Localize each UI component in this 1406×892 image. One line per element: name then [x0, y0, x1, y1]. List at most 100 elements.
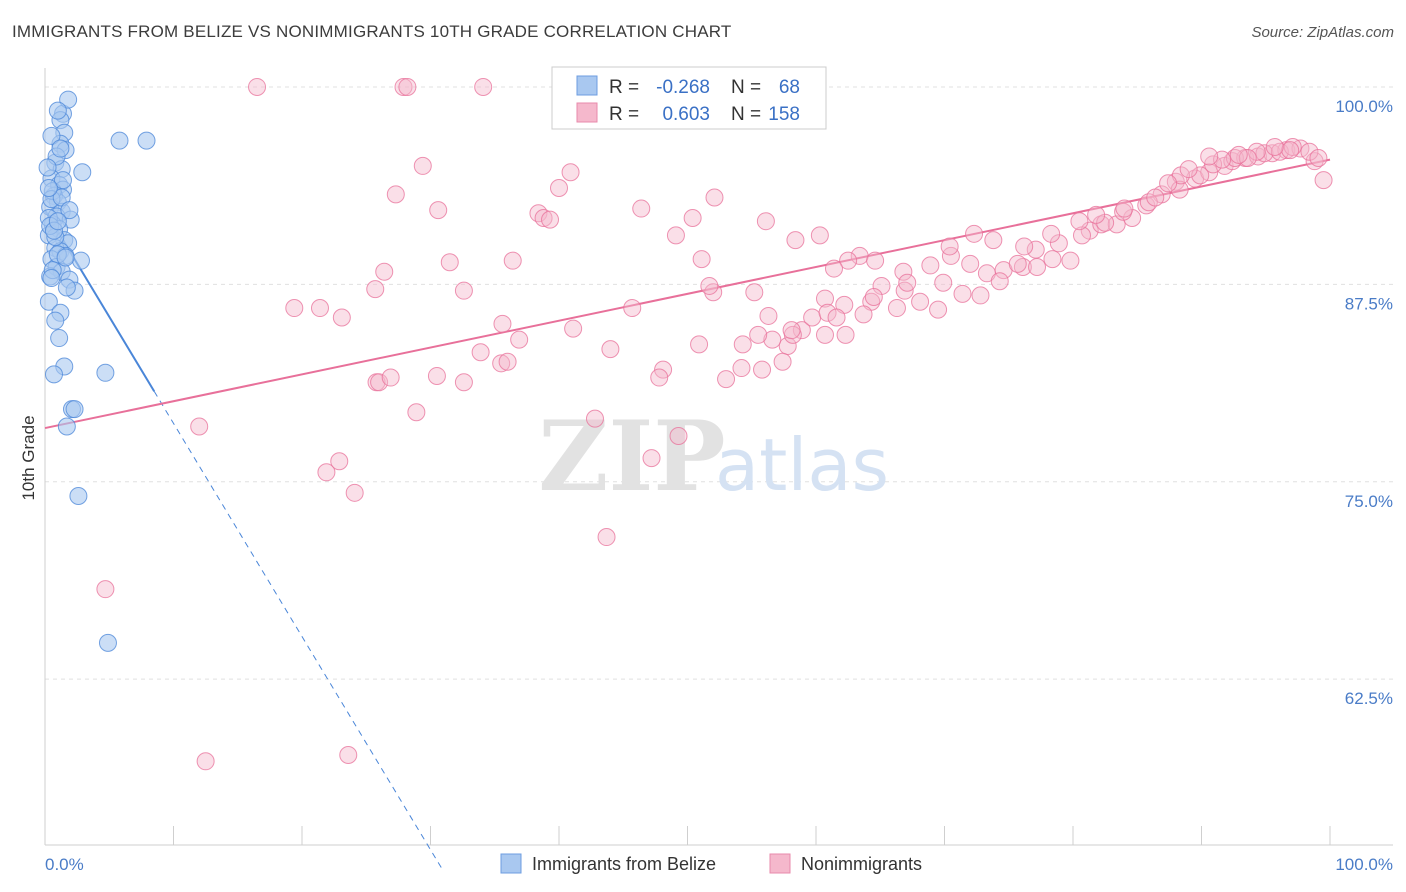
nonimmigrant-point-155 [96, 580, 115, 599]
nonimmigrant-point-18 [866, 251, 885, 270]
nonimmigrant-point-13 [683, 209, 702, 228]
nonimmigrant-point-49 [650, 368, 669, 387]
nonimmigrant-point-123 [921, 256, 940, 275]
nonimmigrant-point-37 [601, 340, 620, 359]
nonimmigrant-point-119 [818, 303, 837, 322]
belize-point-62 [56, 248, 75, 267]
nonimmigrant-point-92 [1191, 166, 1210, 185]
belize-point-64 [110, 131, 129, 150]
legend-n-value-1: 68 [779, 77, 800, 98]
nonimmigrant-point-54 [427, 366, 446, 385]
nonimmigrant-point-24 [503, 251, 522, 270]
nonimmigrant-point-126 [984, 231, 1003, 250]
nonimmigrant-point-23 [541, 210, 560, 229]
nonimmigrant-point-117 [753, 360, 772, 379]
belize-point-66 [48, 212, 67, 231]
nonimmigrant-point-70 [1013, 257, 1032, 276]
legend-r-value-2: 0.603 [662, 104, 710, 125]
nonimmigrant-point-98 [1049, 234, 1068, 253]
nonimmigrant-point-100 [1008, 254, 1027, 273]
belize-trend-dashed [153, 391, 444, 872]
nonimmigrant-point-157 [339, 745, 358, 764]
y-axis-title: 10th Grade [19, 415, 38, 500]
belize-point-45 [69, 486, 88, 505]
x-tick-label-left: 0.0% [45, 855, 84, 874]
nonimmigrant-point-99 [1026, 240, 1045, 259]
nonimmigrant-point-1 [394, 77, 413, 96]
nonimmigrant-point-65 [934, 273, 953, 292]
nonimmigrant-point-124 [940, 237, 959, 256]
nonimmigrant-point-4 [413, 156, 432, 175]
nonimmigrant-point-71 [1028, 257, 1047, 276]
nonimmigrant-point-47 [690, 335, 709, 354]
nonimmigrant-point-128 [1042, 224, 1061, 243]
legend-swatch-pink [576, 102, 598, 123]
nonimmigrant-point-122 [898, 273, 917, 292]
nonimmigrant-point-77 [1123, 209, 1142, 228]
nonimmigrant-point-140 [1309, 149, 1328, 168]
nonimmigrant-point-120 [827, 308, 846, 327]
nonimmigrant-point-6 [429, 201, 448, 220]
nonimmigrant-point-30 [366, 280, 385, 299]
trend-layer [44, 158, 1331, 872]
nonimmigrant-point-118 [773, 352, 792, 371]
legend-swatch-blue [576, 75, 598, 96]
nonimmigrant-point-72 [1043, 250, 1062, 269]
bottom-legend-label-belize: Immigrants from Belize [532, 854, 716, 874]
nonimmigrant-point-115 [733, 335, 752, 354]
legend-r-label-2: R = [609, 104, 639, 125]
belize-point-43 [65, 400, 84, 419]
nonimmigrant-point-108 [854, 305, 873, 324]
bottom-legend-swatch-pink [769, 853, 791, 874]
nonimmigrant-point-102 [971, 286, 990, 305]
nonimmigrant-point-12 [705, 188, 724, 207]
belize-point-35 [39, 292, 58, 311]
belize-point-46 [98, 633, 117, 652]
nonimmigrant-point-130 [1087, 205, 1106, 224]
nonimmigrant-point-51 [370, 373, 389, 392]
belize-point-28 [71, 251, 90, 270]
nonimmigrant-point-34 [510, 330, 529, 349]
nonimmigrant-point-143 [1247, 142, 1266, 161]
nonimmigrant-point-11 [666, 226, 685, 245]
y-tick-label-1: 87.5% [1345, 294, 1393, 313]
nonimmigrant-point-8 [550, 179, 568, 198]
legend-r-label-1: R = [609, 77, 639, 98]
nonimmigrant-point-139 [1300, 142, 1319, 161]
belize-point-40 [44, 365, 63, 384]
nonimmigrant-point-97 [1072, 226, 1091, 245]
nonimmigrant-point-73 [1061, 251, 1080, 270]
belize-point-67 [42, 269, 61, 288]
nonimmigrant-point-5 [386, 185, 405, 204]
nonimmigrant-point-56 [498, 352, 517, 371]
nonimmigrant-point-121 [864, 287, 883, 306]
nonimmigrant-point-152 [330, 452, 349, 471]
nonimmigrant-point-91 [1314, 171, 1333, 190]
nonimmigrant-point-136 [1255, 144, 1274, 163]
nonimmigrant-point-61 [815, 325, 834, 344]
nonimmigrant-point-147 [1200, 147, 1219, 166]
legend-n-label-2: N = [731, 104, 761, 125]
nonimmigrant-point-142 [1265, 137, 1284, 156]
legend-box [551, 66, 827, 130]
chart-source: Source: ZipAtlas.com [1251, 24, 1394, 41]
nonimmigrant-point-25 [440, 253, 459, 272]
nonimmigrant-point-112 [782, 321, 801, 340]
nonimmigrant-point-36 [564, 319, 583, 338]
nonimmigrant-point-67 [961, 254, 980, 273]
nonimmigrant-point-66 [941, 246, 960, 265]
nonimmigrant-point-19 [887, 299, 906, 318]
nonimmigrant-point-153 [345, 483, 364, 502]
nonimmigrant-point-78 [1137, 196, 1156, 215]
belize-point-63 [39, 179, 58, 198]
nonimmigrant-point-31 [454, 281, 473, 300]
belize-point-9 [73, 163, 92, 182]
nonimmigrant-point-58 [642, 449, 661, 468]
y-tick-label-2: 75.0% [1345, 492, 1393, 511]
nonimmigrant-point-149 [1159, 174, 1178, 193]
nonimmigrant-point-105 [911, 292, 930, 311]
belize-point-60 [51, 139, 70, 158]
belize-point-38 [50, 329, 69, 348]
nonimmigrant-point-43 [759, 306, 778, 325]
